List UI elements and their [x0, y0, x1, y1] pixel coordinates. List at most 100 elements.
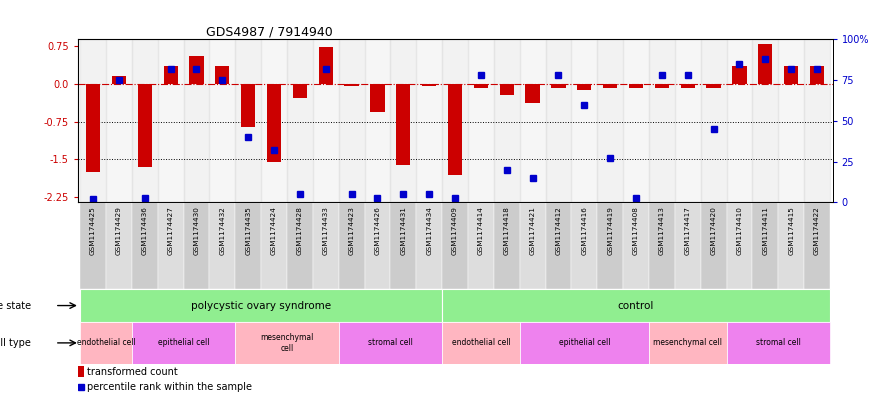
Text: GSM1174419: GSM1174419: [607, 206, 613, 255]
Bar: [215, 66, 229, 84]
Bar: [106, 202, 132, 289]
Bar: [210, 202, 235, 289]
Bar: [545, 39, 572, 202]
Bar: [235, 39, 261, 202]
Bar: [365, 39, 390, 202]
Bar: [78, 366, 84, 377]
Text: cell type: cell type: [0, 338, 31, 348]
Text: stromal cell: stromal cell: [368, 338, 413, 347]
Text: polycystic ovary syndrome: polycystic ovary syndrome: [191, 301, 331, 310]
Bar: [520, 202, 545, 289]
Bar: [390, 202, 416, 289]
Text: GSM1174414: GSM1174414: [478, 206, 484, 255]
Bar: [137, 84, 152, 167]
Text: GSM1174435: GSM1174435: [245, 206, 251, 255]
Bar: [623, 39, 649, 202]
Bar: [80, 289, 442, 322]
Bar: [442, 202, 468, 289]
Text: GSM1174425: GSM1174425: [90, 206, 96, 255]
Text: endothelial cell: endothelial cell: [452, 338, 510, 347]
Text: GSM1174427: GSM1174427: [167, 206, 174, 255]
Bar: [132, 39, 158, 202]
Bar: [778, 202, 804, 289]
Bar: [80, 202, 106, 289]
Bar: [287, 202, 313, 289]
Bar: [727, 322, 830, 364]
Bar: [183, 39, 210, 202]
Bar: [416, 39, 442, 202]
Bar: [416, 202, 442, 289]
Bar: [597, 202, 623, 289]
Bar: [804, 39, 830, 202]
Text: disease state: disease state: [0, 301, 31, 310]
Bar: [675, 39, 700, 202]
Text: GDS4987 / 7914940: GDS4987 / 7914940: [206, 25, 333, 38]
Bar: [106, 39, 132, 202]
Bar: [313, 39, 338, 202]
Text: GSM1174426: GSM1174426: [374, 206, 381, 255]
Bar: [396, 84, 411, 165]
Bar: [649, 39, 675, 202]
Bar: [474, 84, 488, 88]
Text: GSM1174416: GSM1174416: [581, 206, 588, 255]
Bar: [552, 84, 566, 88]
Bar: [370, 84, 385, 112]
Text: GSM1174420: GSM1174420: [711, 206, 716, 255]
Text: GSM1174428: GSM1174428: [297, 206, 303, 255]
Bar: [80, 39, 106, 202]
Text: GSM1174421: GSM1174421: [529, 206, 536, 255]
Bar: [132, 322, 235, 364]
Bar: [545, 202, 572, 289]
Bar: [752, 202, 778, 289]
Bar: [804, 202, 830, 289]
Bar: [468, 39, 494, 202]
Text: GSM1174411: GSM1174411: [762, 206, 768, 255]
Bar: [572, 202, 597, 289]
Text: GSM1174422: GSM1174422: [814, 206, 820, 255]
Bar: [732, 66, 746, 84]
Bar: [727, 39, 752, 202]
Bar: [292, 84, 307, 98]
Text: GSM1174431: GSM1174431: [400, 206, 406, 255]
Text: GSM1174436: GSM1174436: [142, 206, 148, 255]
Bar: [112, 76, 126, 84]
Bar: [778, 39, 804, 202]
Bar: [390, 39, 416, 202]
Text: GSM1174429: GSM1174429: [116, 206, 122, 255]
Text: GSM1174418: GSM1174418: [504, 206, 510, 255]
Text: GSM1174424: GSM1174424: [271, 206, 277, 255]
Bar: [494, 202, 520, 289]
Bar: [700, 202, 727, 289]
Bar: [675, 202, 700, 289]
Bar: [241, 84, 255, 127]
Bar: [572, 39, 597, 202]
Bar: [80, 322, 132, 364]
Bar: [597, 39, 623, 202]
Bar: [313, 202, 338, 289]
Bar: [577, 84, 591, 90]
Bar: [442, 39, 468, 202]
Bar: [468, 202, 494, 289]
Text: GSM1174412: GSM1174412: [555, 206, 561, 255]
Bar: [700, 39, 727, 202]
Bar: [422, 84, 436, 86]
Text: GSM1174423: GSM1174423: [349, 206, 355, 255]
Bar: [707, 84, 721, 88]
Bar: [338, 322, 442, 364]
Bar: [338, 202, 365, 289]
Bar: [629, 84, 643, 88]
Bar: [759, 44, 773, 84]
Text: epithelial cell: epithelial cell: [559, 338, 610, 347]
Text: GSM1174432: GSM1174432: [219, 206, 226, 255]
Bar: [158, 202, 183, 289]
Text: GSM1174415: GSM1174415: [788, 206, 794, 255]
Bar: [319, 48, 333, 84]
Bar: [494, 39, 520, 202]
Bar: [500, 84, 514, 95]
Bar: [287, 39, 313, 202]
Bar: [210, 39, 235, 202]
Text: control: control: [618, 301, 655, 310]
Bar: [338, 39, 365, 202]
Bar: [261, 202, 287, 289]
Text: GSM1174408: GSM1174408: [633, 206, 639, 255]
